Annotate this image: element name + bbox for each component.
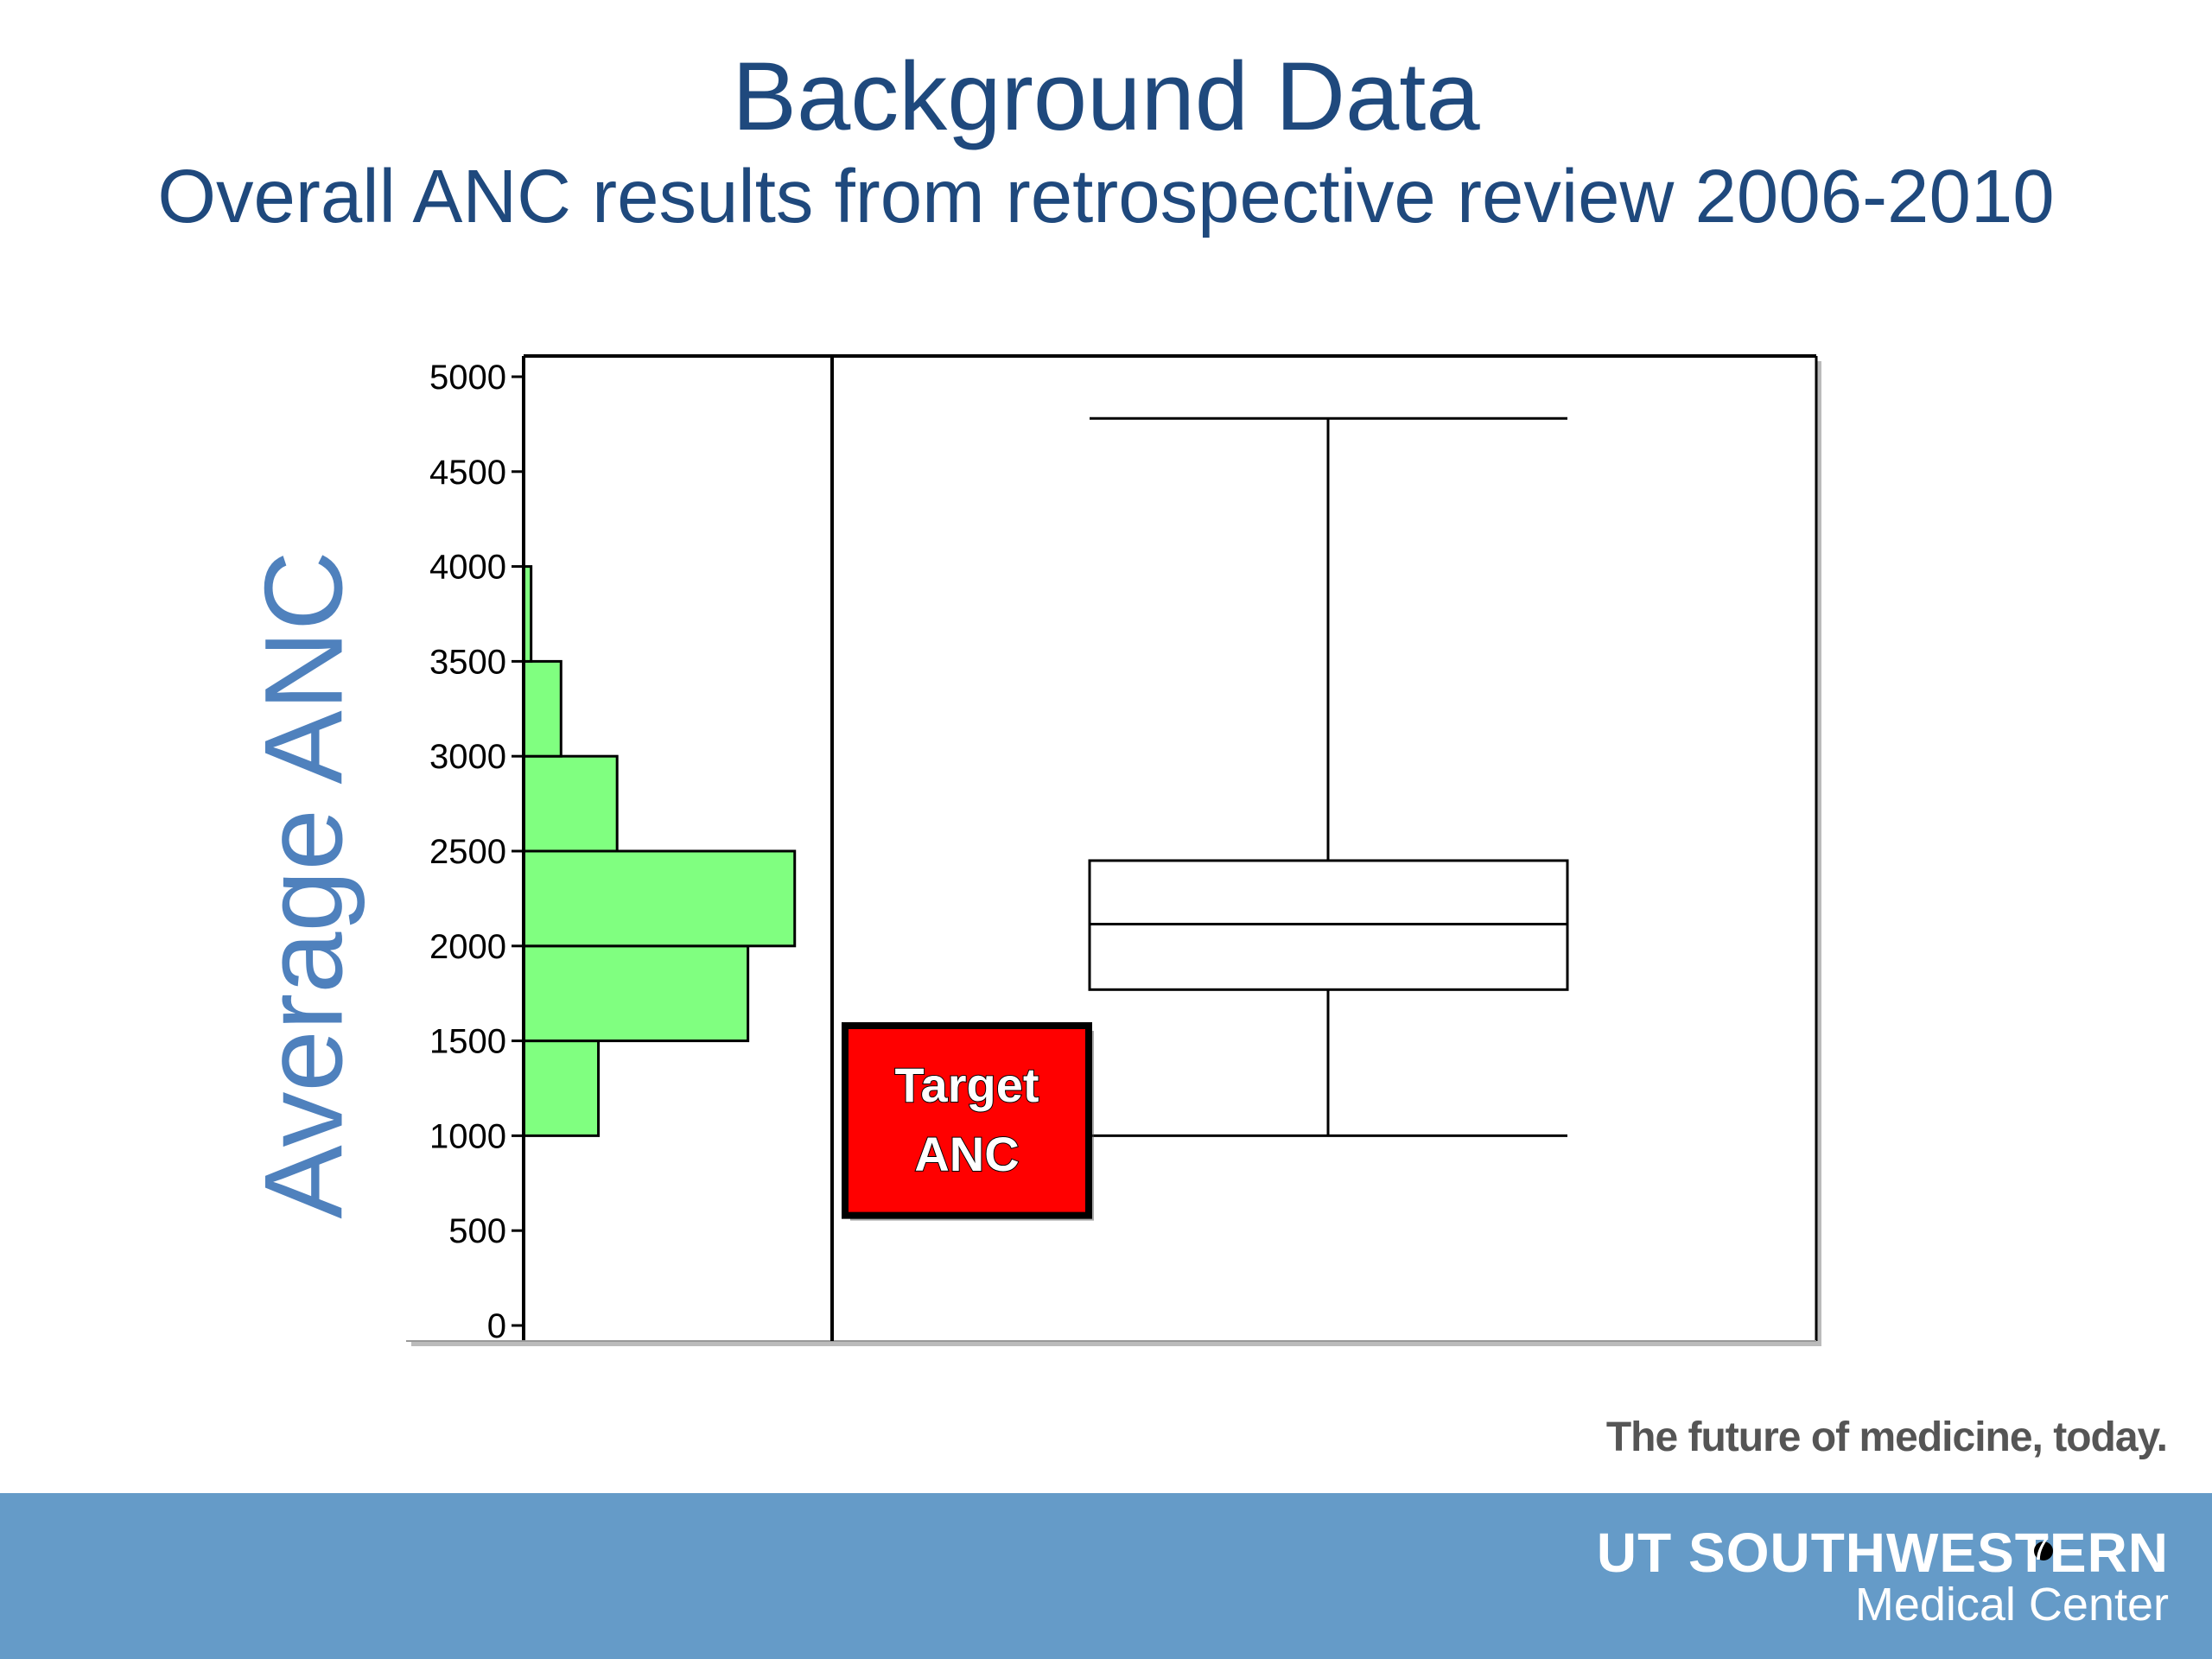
footer-band (0, 1493, 2212, 1659)
histogram-bar-1500-2000 (522, 944, 750, 1043)
histogram-bar-2500-3000 (522, 754, 619, 853)
slide-subtitle: Overall ANC results from retrospective r… (157, 155, 2055, 238)
y-tick-label-3500: 3500 (429, 643, 506, 681)
tagline: The future of medicine, today. (1605, 1414, 2168, 1460)
y-tick-label-2000: 2000 (429, 928, 506, 966)
logo-sub-text: Medical Center (1854, 1579, 2169, 1630)
y-tick-label-4000: 4000 (429, 549, 506, 587)
slide-title: Background Data (732, 42, 1480, 150)
page-number: 7 (2031, 1529, 2050, 1567)
y-tick-label-5000: 5000 (429, 359, 506, 397)
y-axis: 0 500 1000 1500 2000 2500 3000 3500 4000 4500 5000 (429, 356, 525, 1345)
y-tick-label-0: 0 (487, 1307, 506, 1345)
bullet-dot (2034, 1541, 2053, 1560)
histogram-bar-3000-3500 (522, 659, 563, 758)
logo-main-text: UT SOUTHWESTERN (1596, 1522, 2169, 1584)
target-label-line-1: Target (895, 1058, 1039, 1112)
plot-frame (406, 356, 1816, 1341)
box-plot (1088, 416, 1569, 1137)
histogram (522, 565, 797, 1137)
y-tick-label-500: 500 (448, 1212, 506, 1250)
histogram-bar-1000-1500 (522, 1039, 601, 1137)
target-box (842, 1022, 1092, 1219)
histogram-bar-2000-2500 (522, 849, 797, 948)
y-tick-label-4500: 4500 (429, 454, 506, 492)
y-tick-label-2500: 2500 (429, 833, 506, 871)
y-tick-label-1000: 1000 (429, 1117, 506, 1155)
y-tick-label-3000: 3000 (429, 738, 506, 776)
target-label-line-2: ANC (914, 1127, 1019, 1181)
plot-borders (406, 354, 1818, 1342)
y-tick-label-1500: 1500 (429, 1023, 506, 1061)
target-anc-annotation: Target ANC (842, 1022, 1094, 1221)
